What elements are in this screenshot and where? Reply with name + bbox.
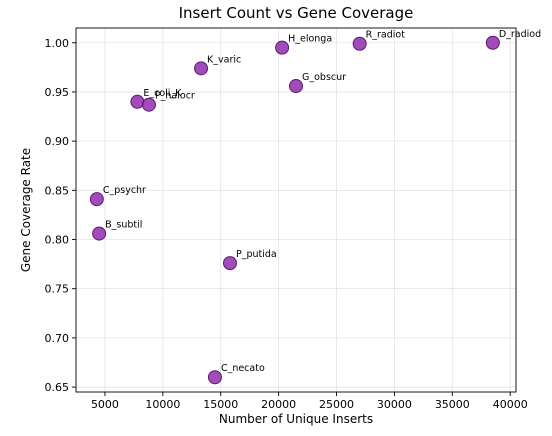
x-tick-label: 40000 — [493, 398, 528, 411]
x-tick-label: 10000 — [145, 398, 180, 411]
y-axis-label: Gene Coverage Rate — [19, 148, 33, 272]
plot-area-frame — [75, 27, 517, 393]
data-point-label: D_radiod — [499, 29, 541, 40]
data-point — [275, 40, 290, 55]
data-point — [223, 256, 237, 271]
data-point — [89, 192, 104, 207]
data-point — [485, 35, 500, 50]
data-point — [207, 370, 222, 385]
data-point-label: R_radiot — [366, 30, 406, 41]
x-axis-label: Number of Unique Inserts — [219, 412, 373, 426]
data-point — [289, 79, 303, 94]
data-point-label: H_elonga — [288, 34, 332, 45]
y-tick-label: 0.75 — [45, 283, 70, 296]
y-tick-label: 0.70 — [45, 332, 70, 345]
data-point — [352, 36, 367, 51]
data-point-label: K_varic — [207, 54, 241, 65]
y-tick-label: 0.90 — [45, 135, 70, 148]
data-point — [194, 61, 209, 76]
y-tick-label: 0.95 — [45, 86, 70, 99]
data-point — [92, 226, 107, 241]
x-tick-label: 35000 — [435, 398, 470, 411]
x-tick-label: 20000 — [261, 398, 296, 411]
grid-lines — [76, 28, 516, 392]
y-tick-label: 1.00 — [45, 37, 70, 50]
data-point-label: P_putida — [236, 249, 277, 260]
y-tick-label: 0.65 — [45, 381, 70, 394]
y-tick-label: 0.85 — [45, 184, 70, 197]
x-tick-label: 30000 — [377, 398, 412, 411]
y-tick-label: 0.80 — [45, 234, 70, 247]
data-point-label: B_subtil — [105, 220, 142, 231]
data-point — [130, 94, 145, 109]
data-point-label: G_obscur — [302, 72, 346, 83]
data-point-label: P_halocr — [155, 91, 195, 102]
axis-ticks: 5000 10000 15000 20000 25000 30000 35000 40000 0… — [45, 37, 528, 411]
x-tick-label: 5000 — [91, 398, 119, 411]
data-point — [141, 97, 156, 112]
x-tick-label: 25000 — [319, 398, 354, 411]
data-point-label: C_necato — [221, 363, 265, 374]
data-point-label: C_psychr — [103, 185, 146, 196]
data-points: E_coli_KP_halocr K_varic H_elonga R_radiot D… — [89, 29, 541, 385]
chart-title: Insert Count vs Gene Coverage — [179, 4, 414, 22]
data-point-label: E_coli_K — [143, 88, 182, 99]
x-tick-label: 15000 — [203, 398, 238, 411]
